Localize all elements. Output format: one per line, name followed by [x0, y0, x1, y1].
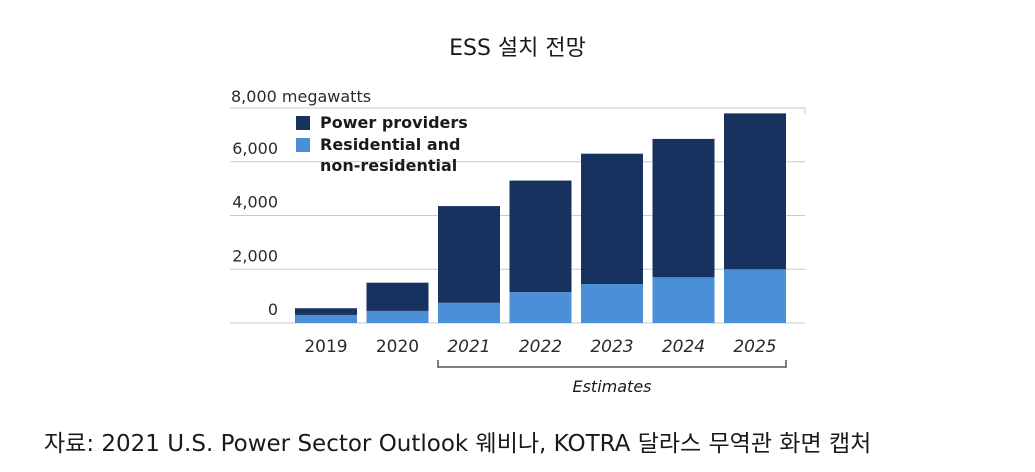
- bar-segment-power-providers: [581, 153, 643, 285]
- bar-segment-residential: [581, 284, 643, 323]
- estimates-label: Estimates: [572, 377, 651, 396]
- y-tick-labels: 0 2,000 4,000 6,000 8,000 megawatts: [231, 87, 371, 319]
- bar-segment-residential: [366, 310, 429, 323]
- x-tick-label: 2025: [733, 337, 776, 357]
- estimates-bracket: Estimates: [437, 360, 787, 396]
- source-caption: 자료: 2021 U.S. Power Sector Outlook 웨비나, …: [44, 431, 872, 457]
- x-tick-label: 2024: [662, 337, 705, 357]
- x-tick-label: 2023: [590, 337, 633, 357]
- bar-segment-residential: [438, 302, 500, 323]
- legend-swatch: [296, 116, 310, 130]
- legend: Power providers Residential and non-reside…: [296, 113, 468, 175]
- bar-segment-power-providers: [652, 138, 715, 278]
- legend-label: Residential and: [320, 135, 461, 154]
- x-tick-label: 2020: [376, 337, 419, 357]
- estimates-bracket-line: [437, 360, 787, 368]
- bar-segment-power-providers: [366, 282, 429, 311]
- x-tick-label: 2019: [304, 337, 347, 357]
- y-tick-label: 0: [268, 300, 278, 319]
- bar-segment-residential: [652, 277, 715, 323]
- bar-segment-residential: [509, 292, 572, 323]
- x-tick-label: 2022: [519, 337, 562, 357]
- bars: [295, 113, 786, 323]
- legend-swatch: [296, 138, 310, 152]
- bar-segment-residential: [295, 314, 357, 323]
- bar-segment-power-providers: [295, 308, 357, 315]
- bar-segment-power-providers: [438, 206, 500, 303]
- legend-label: Power providers: [320, 113, 468, 132]
- y-tick-label: 6,000: [232, 139, 278, 158]
- legend-label: non-residential: [320, 156, 457, 175]
- bar-segment-power-providers: [724, 113, 786, 270]
- y-tick-label: 2,000: [232, 246, 278, 265]
- y-tick-label: 4,000: [232, 193, 278, 212]
- figure-title: ESS 설치 전망: [449, 36, 586, 61]
- bar-segment-power-providers: [509, 180, 572, 293]
- x-tick-labels: 2019 2020 2021 2022 2023 2024 2025: [304, 337, 776, 357]
- bar-segment-residential: [724, 269, 786, 323]
- x-tick-label: 2021: [447, 337, 490, 357]
- y-axis-unit-label: 8,000 megawatts: [231, 87, 371, 106]
